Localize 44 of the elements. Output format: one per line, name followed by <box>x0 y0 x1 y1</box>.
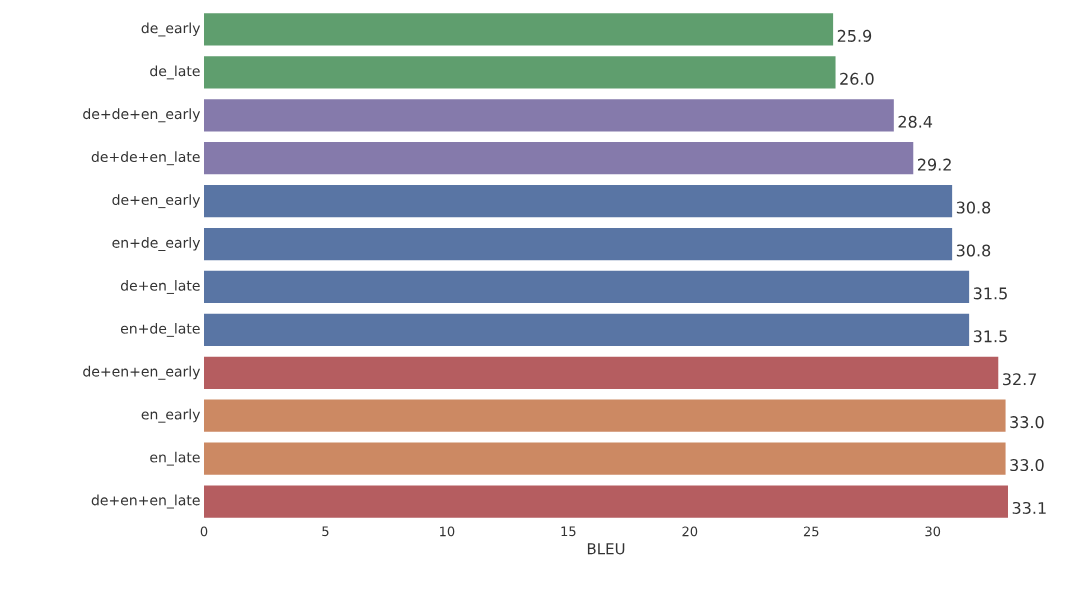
bar <box>204 313 970 346</box>
y-tick-label: de_late <box>150 65 200 80</box>
x-tick-label: 20 <box>682 526 698 537</box>
y-tick-label: de+en_early <box>112 194 201 209</box>
y-tick-label: de+en+en_late <box>91 494 200 509</box>
x-tick-label: 30 <box>925 526 941 537</box>
y-tick-label: de+de+en_late <box>91 151 200 166</box>
x-tick-label: 25 <box>803 526 819 537</box>
bar <box>204 227 953 261</box>
y-tick-label: en+de_late <box>120 322 200 337</box>
y-tick-label: de+en+en_early <box>83 365 201 380</box>
bar <box>204 185 953 218</box>
data-label: 30.8 <box>956 244 991 257</box>
bar <box>204 442 1006 475</box>
y-tick-label: en+de_early <box>112 237 201 252</box>
y-tick-label: en_early <box>141 408 201 423</box>
data-label: 31.5 <box>973 330 1007 343</box>
x-tick-label: 5 <box>322 526 329 537</box>
x-axis-title: BLEU <box>587 543 625 555</box>
bar <box>204 399 1006 432</box>
x-tick-label: 15 <box>561 526 576 537</box>
bar <box>204 99 894 132</box>
bar <box>204 485 1008 518</box>
data-label: 33.0 <box>1010 459 1044 472</box>
y-tick-label: de+en_late <box>120 279 200 294</box>
data-label: 29.2 <box>917 158 951 171</box>
data-label: 33.0 <box>1010 416 1044 429</box>
y-tick-label: de_early <box>141 22 201 37</box>
data-label: 32.7 <box>1003 373 1037 386</box>
y-tick-label: en_late <box>150 451 200 466</box>
bar <box>204 142 914 175</box>
bar <box>204 13 834 46</box>
data-label: 31.5 <box>973 287 1007 300</box>
x-tick-label: 0 <box>200 526 208 537</box>
data-label: 30.8 <box>956 201 991 214</box>
bar <box>204 356 999 389</box>
bar <box>204 270 970 304</box>
y-tick-label: de+de+en_early <box>83 108 201 123</box>
data-label: 28.4 <box>898 115 933 128</box>
bar <box>204 56 836 89</box>
data-label: 33.1 <box>1012 501 1046 515</box>
x-tick-label: 10 <box>440 526 455 537</box>
data-label: 26.0 <box>840 72 874 85</box>
data-label: 25.9 <box>837 29 872 42</box>
